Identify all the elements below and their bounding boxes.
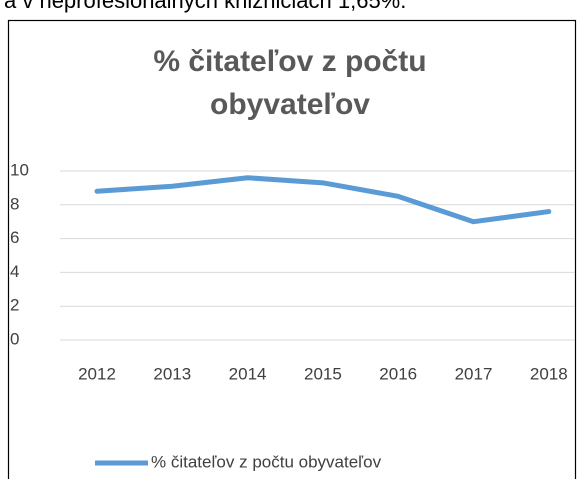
- page-text: a v neprofesionálnych knižniciach 1,65%.: [4, 0, 406, 13]
- y-tick-label: 0: [10, 329, 19, 348]
- y-tick-label: 10: [10, 160, 29, 179]
- chart-title: obyvateľov: [210, 88, 370, 121]
- chart-frame: [7, 19, 577, 479]
- y-tick-label: 4: [10, 262, 19, 281]
- y-tick-label: 2: [10, 296, 19, 315]
- y-tick-label: 8: [10, 194, 19, 213]
- x-tick-label: 2012: [78, 364, 116, 383]
- y-tick-label: 6: [10, 228, 19, 247]
- x-tick-label: 2017: [455, 364, 493, 383]
- x-tick-label: 2014: [229, 364, 267, 383]
- line-series: [94, 175, 552, 225]
- x-tick-label: 2015: [304, 364, 342, 383]
- x-tick-label: 2013: [153, 364, 191, 383]
- x-tick-label: 2016: [379, 364, 417, 383]
- x-tick-label: 2018: [530, 364, 568, 383]
- legend-label: % čitateľov z počtu obyvateľov: [151, 452, 382, 471]
- chart-title: % čitateľov z počtu: [153, 45, 426, 78]
